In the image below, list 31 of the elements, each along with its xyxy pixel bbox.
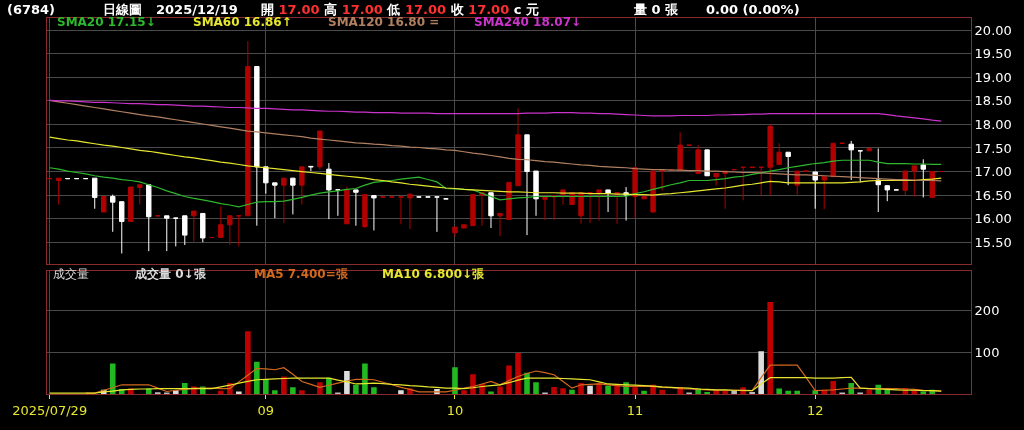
y-tick-label: 18.50 (974, 93, 1012, 109)
x-tick-label: 09 (257, 402, 275, 418)
text: SMA60 16.86↑ (193, 15, 292, 29)
x-tick-label: 11 (626, 402, 644, 418)
x-tick-label: 12 (806, 402, 824, 418)
text: SMA120 16.80 = (328, 15, 440, 29)
text: SMA240 18.07↓ (474, 15, 582, 29)
y-tick-label: 15.50 (974, 234, 1012, 250)
text: 日線圖 (103, 2, 142, 17)
y-tick-label: 200 (974, 302, 1000, 318)
x-tick-label: 2025/07/29 (12, 402, 88, 418)
y-tick-label: 16.00 (974, 211, 1012, 227)
text: 開 17.00 高 17.00 低 17.00 收 17.00 c 元 (261, 2, 539, 17)
y-tick-label: 17.00 (974, 164, 1012, 180)
text: (6784) (7, 2, 56, 17)
y-tick-label: 16.50 (974, 187, 1012, 203)
text: 成交量 0↓張 (134, 267, 207, 281)
y-tick-label: 19.00 (974, 69, 1012, 85)
text: MA5 7.400=張 (254, 267, 349, 281)
text: 量 0 張 (633, 2, 680, 17)
text: SMA20 17.15↓ (57, 15, 156, 29)
chart-title: 成交量 (53, 267, 89, 281)
text: 2025/12/19 (156, 2, 238, 17)
y-tick-label: 20.00 (974, 22, 1012, 38)
y-tick-label: 17.50 (974, 140, 1012, 156)
y-tick-label: 100 (974, 344, 1000, 360)
text: MA10 6.800↓張 (382, 267, 486, 281)
x-tick-label: 10 (446, 402, 464, 418)
y-tick-label: 18.00 (974, 116, 1012, 132)
y-tick-label: 19.50 (974, 46, 1012, 62)
text: 0.00 (0.00%) (706, 2, 800, 17)
